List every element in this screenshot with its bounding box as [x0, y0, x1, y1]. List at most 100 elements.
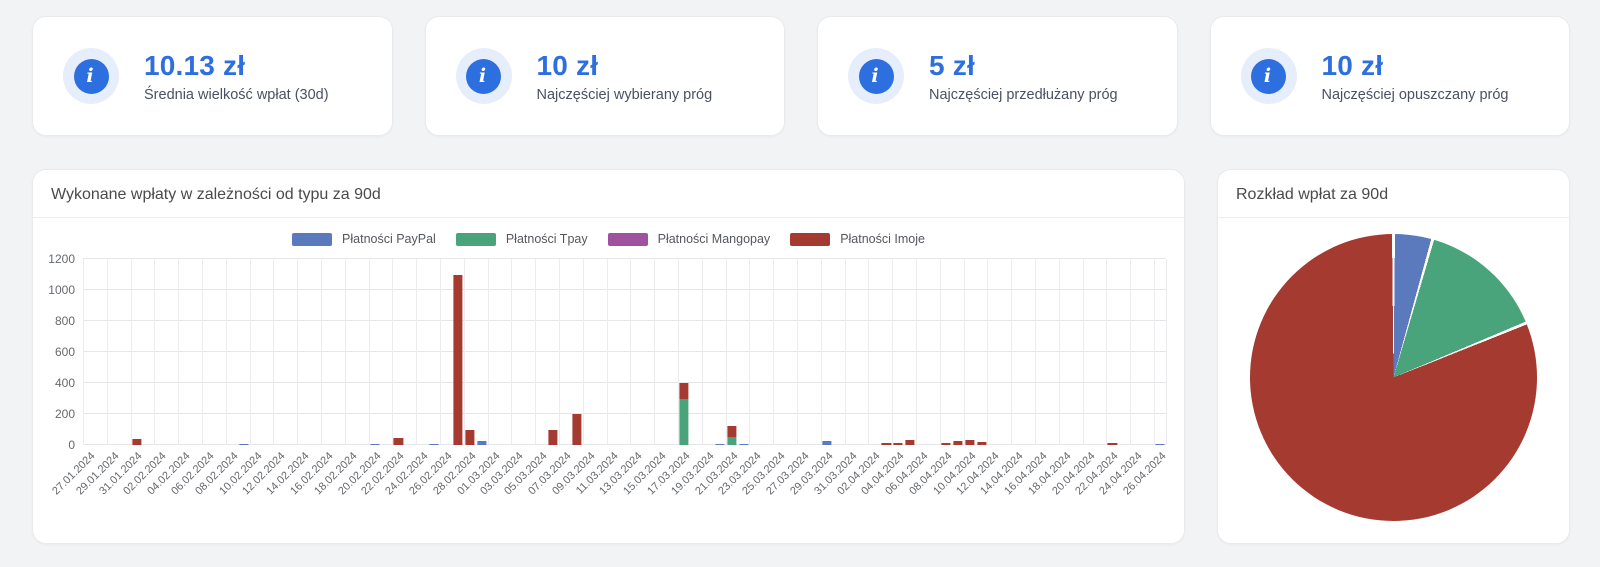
- legend-label: Płatności PayPal: [342, 232, 436, 246]
- gridline-vertical: [511, 259, 513, 445]
- gridline-vertical: [701, 259, 703, 445]
- bar-05.04.2024[interactable]: [905, 259, 915, 445]
- bar-25.02.2024[interactable]: [429, 259, 439, 445]
- legend-item-mangopay[interactable]: Płatności Mangopay: [607, 232, 770, 246]
- bar-segment-paypal: [1155, 444, 1165, 445]
- y-axis-tick-label: 600: [54, 345, 75, 359]
- stat-card-most-extended-threshold: i 5 zł Najczęściej przedłużany próg: [817, 16, 1178, 136]
- gridline-vertical: [225, 259, 227, 445]
- pie-chart-title: Rozkład wpłat za 90d: [1218, 170, 1569, 218]
- bar-segment-imoje: [393, 438, 403, 445]
- legend-item-imoje[interactable]: Płatności Imoje: [790, 232, 925, 246]
- bar-segment-paypal: [477, 441, 487, 445]
- info-icon[interactable]: i: [455, 48, 512, 104]
- gridline-vertical: [630, 259, 632, 445]
- bar-27.02.2024[interactable]: [453, 259, 463, 445]
- legend-swatch-tpay: [455, 232, 496, 246]
- bar-20.03.2024[interactable]: [715, 259, 725, 445]
- legend-item-paypal[interactable]: Płatności PayPal: [292, 232, 436, 246]
- gridline-vertical: [249, 259, 251, 445]
- bar-segment-imoje: [679, 383, 689, 399]
- gridline-vertical: [916, 259, 918, 445]
- bar-segment-imoje: [905, 440, 915, 445]
- bar-10.04.2024[interactable]: [965, 259, 975, 445]
- bar-04.04.2024[interactable]: [893, 259, 903, 445]
- gridline-horizontal: [83, 444, 1166, 445]
- bar-segment-imoje: [548, 429, 558, 445]
- bar-21.03.2024[interactable]: [727, 259, 737, 445]
- bar-chart-panel: Wykonane wpłaty w zależności od typu za …: [32, 169, 1185, 544]
- stat-value: 10 zł: [536, 49, 599, 81]
- stat-value: 5 zł: [929, 49, 975, 81]
- bar-29.03.2024[interactable]: [822, 259, 832, 445]
- bar-segment-paypal: [429, 444, 439, 445]
- bar-22.04.2024[interactable]: [1107, 259, 1118, 445]
- info-icon[interactable]: i: [848, 48, 904, 104]
- gridline-vertical: [725, 259, 727, 445]
- legend-swatch-paypal: [292, 232, 333, 246]
- bar-31.01.2024[interactable]: [131, 259, 142, 445]
- y-axis-tick-label: 1000: [48, 283, 75, 297]
- y-axis-tick-label: 1200: [48, 252, 75, 266]
- pie-chart[interactable]: [1250, 234, 1537, 521]
- bar-26.04.2024[interactable]: [1155, 259, 1165, 445]
- gridline-vertical: [1011, 259, 1013, 445]
- bar-segment-imoje: [881, 443, 891, 445]
- legend-label: Płatności Tpay: [505, 232, 588, 246]
- gridline-vertical: [1130, 259, 1132, 445]
- gridline-horizontal: [83, 320, 1166, 321]
- bar-segment-imoje: [893, 443, 903, 445]
- bar-segment-imoje: [131, 438, 142, 445]
- stat-label: Najczęściej przedłużany próg: [929, 86, 1118, 103]
- bar-22.02.2024[interactable]: [393, 259, 403, 445]
- gridline-vertical: [1154, 259, 1156, 445]
- bar-03.04.2024[interactable]: [881, 259, 891, 445]
- bar-11.04.2024[interactable]: [976, 259, 987, 445]
- info-icon[interactable]: i: [1240, 48, 1297, 104]
- bar-chart-body: Płatności PayPal Płatności Tpay Płatności …: [33, 218, 1184, 543]
- stat-value: 10.13 zł: [144, 49, 246, 81]
- gridline-vertical: [654, 259, 656, 445]
- bar-09.02.2024[interactable]: [239, 259, 249, 445]
- stat-card-average-deposit: i 10.13 zł Średnia wielkość wpłat (30d): [32, 16, 393, 136]
- bar-08.04.2024[interactable]: [941, 259, 951, 445]
- gridline-vertical: [820, 259, 822, 445]
- legend-item-tpay[interactable]: Płatności Tpay: [455, 232, 588, 246]
- bar-segment-imoje: [941, 443, 951, 445]
- bar-segment-imoje: [976, 441, 987, 445]
- gridline-horizontal: [83, 289, 1166, 290]
- bar-28.02.2024[interactable]: [465, 259, 475, 445]
- gridline-vertical: [440, 259, 442, 445]
- bar-17.03.2024[interactable]: [679, 259, 689, 445]
- info-icon[interactable]: i: [63, 48, 119, 104]
- gridline-vertical: [1106, 259, 1108, 445]
- bar-09.04.2024[interactable]: [953, 259, 963, 445]
- y-axis-tick-label: 0: [68, 438, 75, 452]
- bar-20.02.2024[interactable]: [369, 259, 380, 445]
- gridline-vertical: [1082, 259, 1084, 445]
- bar-segment-tpay: [727, 437, 737, 445]
- bar-segment-paypal: [369, 444, 380, 445]
- gridline-vertical: [368, 259, 370, 445]
- bar-segment-tpay: [679, 398, 689, 445]
- bar-segment-imoje: [453, 274, 463, 445]
- gridline-vertical: [202, 259, 203, 445]
- bar-29.02.2024[interactable]: [477, 259, 487, 445]
- bar-chart-plot[interactable]: 0 200 400 600 800 1000 1200: [48, 252, 1167, 452]
- gridline-horizontal: [83, 382, 1166, 383]
- bar-22.03.2024[interactable]: [738, 259, 749, 445]
- stats-row: i 10.13 zł Średnia wielkość wpłat (30d) …: [32, 16, 1570, 136]
- gridline-vertical: [559, 259, 561, 445]
- pie-chart-body: [1218, 218, 1569, 543]
- y-axis-tick-label: 400: [54, 376, 75, 390]
- gridline-vertical: [487, 259, 489, 445]
- gridline-vertical: [678, 259, 680, 445]
- bar-08.03.2024[interactable]: [572, 259, 582, 445]
- bar-06.03.2024[interactable]: [548, 259, 558, 445]
- gridline-vertical: [535, 259, 537, 445]
- gridline-vertical: [130, 259, 132, 445]
- y-axis-tick-label: 200: [54, 407, 75, 421]
- gridline-vertical: [892, 259, 894, 445]
- gridline-vertical: [1166, 259, 1167, 445]
